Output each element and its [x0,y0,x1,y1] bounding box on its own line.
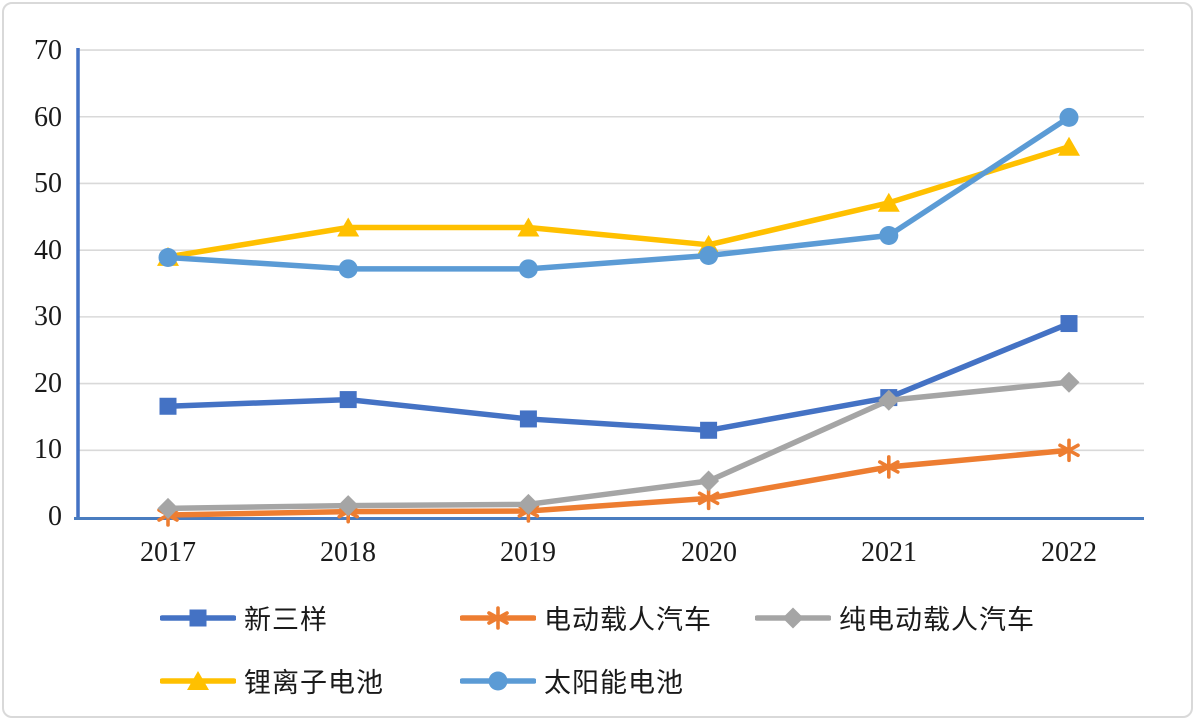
y-tick-label: 40 [34,235,62,266]
legend-item: 锂离子电池 [160,661,460,700]
series-line-3 [165,144,1072,260]
legend-label: 电动载人汽车 [544,605,712,635]
gridlines [78,49,1144,452]
series-line-4 [165,114,1072,272]
legend-marker-asterisk [460,605,536,630]
marker-square [519,410,537,428]
marker-circle [699,245,719,265]
legend-label: 新三样 [244,605,328,635]
marker-circle [488,671,508,690]
series-line-1 [165,447,1072,518]
x-tick-label: 2019 [500,537,556,568]
marker-circle [518,259,538,279]
marker-triangle [187,670,209,690]
legend-marker-diamond [755,607,831,628]
marker-diamond [337,495,359,517]
y-tick-label: 10 [34,434,62,465]
series-line-2 [165,379,1072,512]
marker-square [159,397,177,415]
y-axis-tick-labels: 70 60 50 40 30 20 10 0 [34,35,62,532]
legend-marker-circle [460,671,536,690]
marker-diamond [878,389,900,411]
marker-triangle [337,217,360,237]
marker-square [700,421,718,439]
x-tick-label: 2017 [140,537,196,568]
marker-circle [879,225,899,245]
y-tick-label: 20 [34,368,62,399]
y-tick-label: 70 [34,35,62,66]
marker-diamond [1058,371,1080,393]
marker-asterisk [1058,438,1080,463]
x-tick-label: 2018 [320,537,376,568]
marker-circle [158,247,178,267]
legend-label: 锂离子电池 [244,668,384,698]
y-tick-label: 0 [48,501,62,532]
legend-marker-triangle [160,670,236,690]
marker-triangle [877,192,900,212]
marker-asterisk [487,605,509,630]
legend-item: 新三样 [160,598,460,637]
marker-square [189,609,207,626]
marker-asterisk [877,455,900,479]
x-tick-label: 2022 [1041,537,1097,568]
legend-label: 太阳能电池 [544,668,684,698]
marker-square [1060,315,1078,333]
y-tick-label: 50 [34,168,62,199]
x-tick-label: 2020 [681,537,737,568]
legend-item: 太阳能电池 [460,661,755,700]
legend-item: 纯电动载人汽车 [755,598,1035,637]
legend-label: 纯电动载人汽车 [839,605,1035,635]
legend-item: 电动载人汽车 [460,598,755,637]
marker-circle [338,259,358,279]
marker-triangle [517,217,540,237]
marker-diamond [157,497,179,519]
marker-triangle [1058,136,1080,156]
series-layer [157,107,1080,527]
series-line-0 [165,320,1072,434]
marker-circle [1059,107,1079,127]
line-chart-svg: 70 60 50 40 30 20 10 0 2017 2018 2019 20… [34,35,1144,568]
marker-diamond [698,470,720,492]
x-axis-tick-labels: 2017 2018 2019 2020 2021 2022 [140,537,1097,568]
y-tick-label: 60 [34,102,62,133]
legend-marker-square [160,609,236,626]
chart-legend: 新三样 电动载人汽车 纯电动载人汽车 锂离子电池 太阳能电池 [160,598,1035,700]
marker-asterisk [697,486,720,511]
marker-diamond [517,493,539,515]
marker-diamond [782,607,804,628]
marker-square [339,391,357,409]
y-tick-label: 30 [34,301,62,332]
x-tick-label: 2021 [861,537,917,568]
